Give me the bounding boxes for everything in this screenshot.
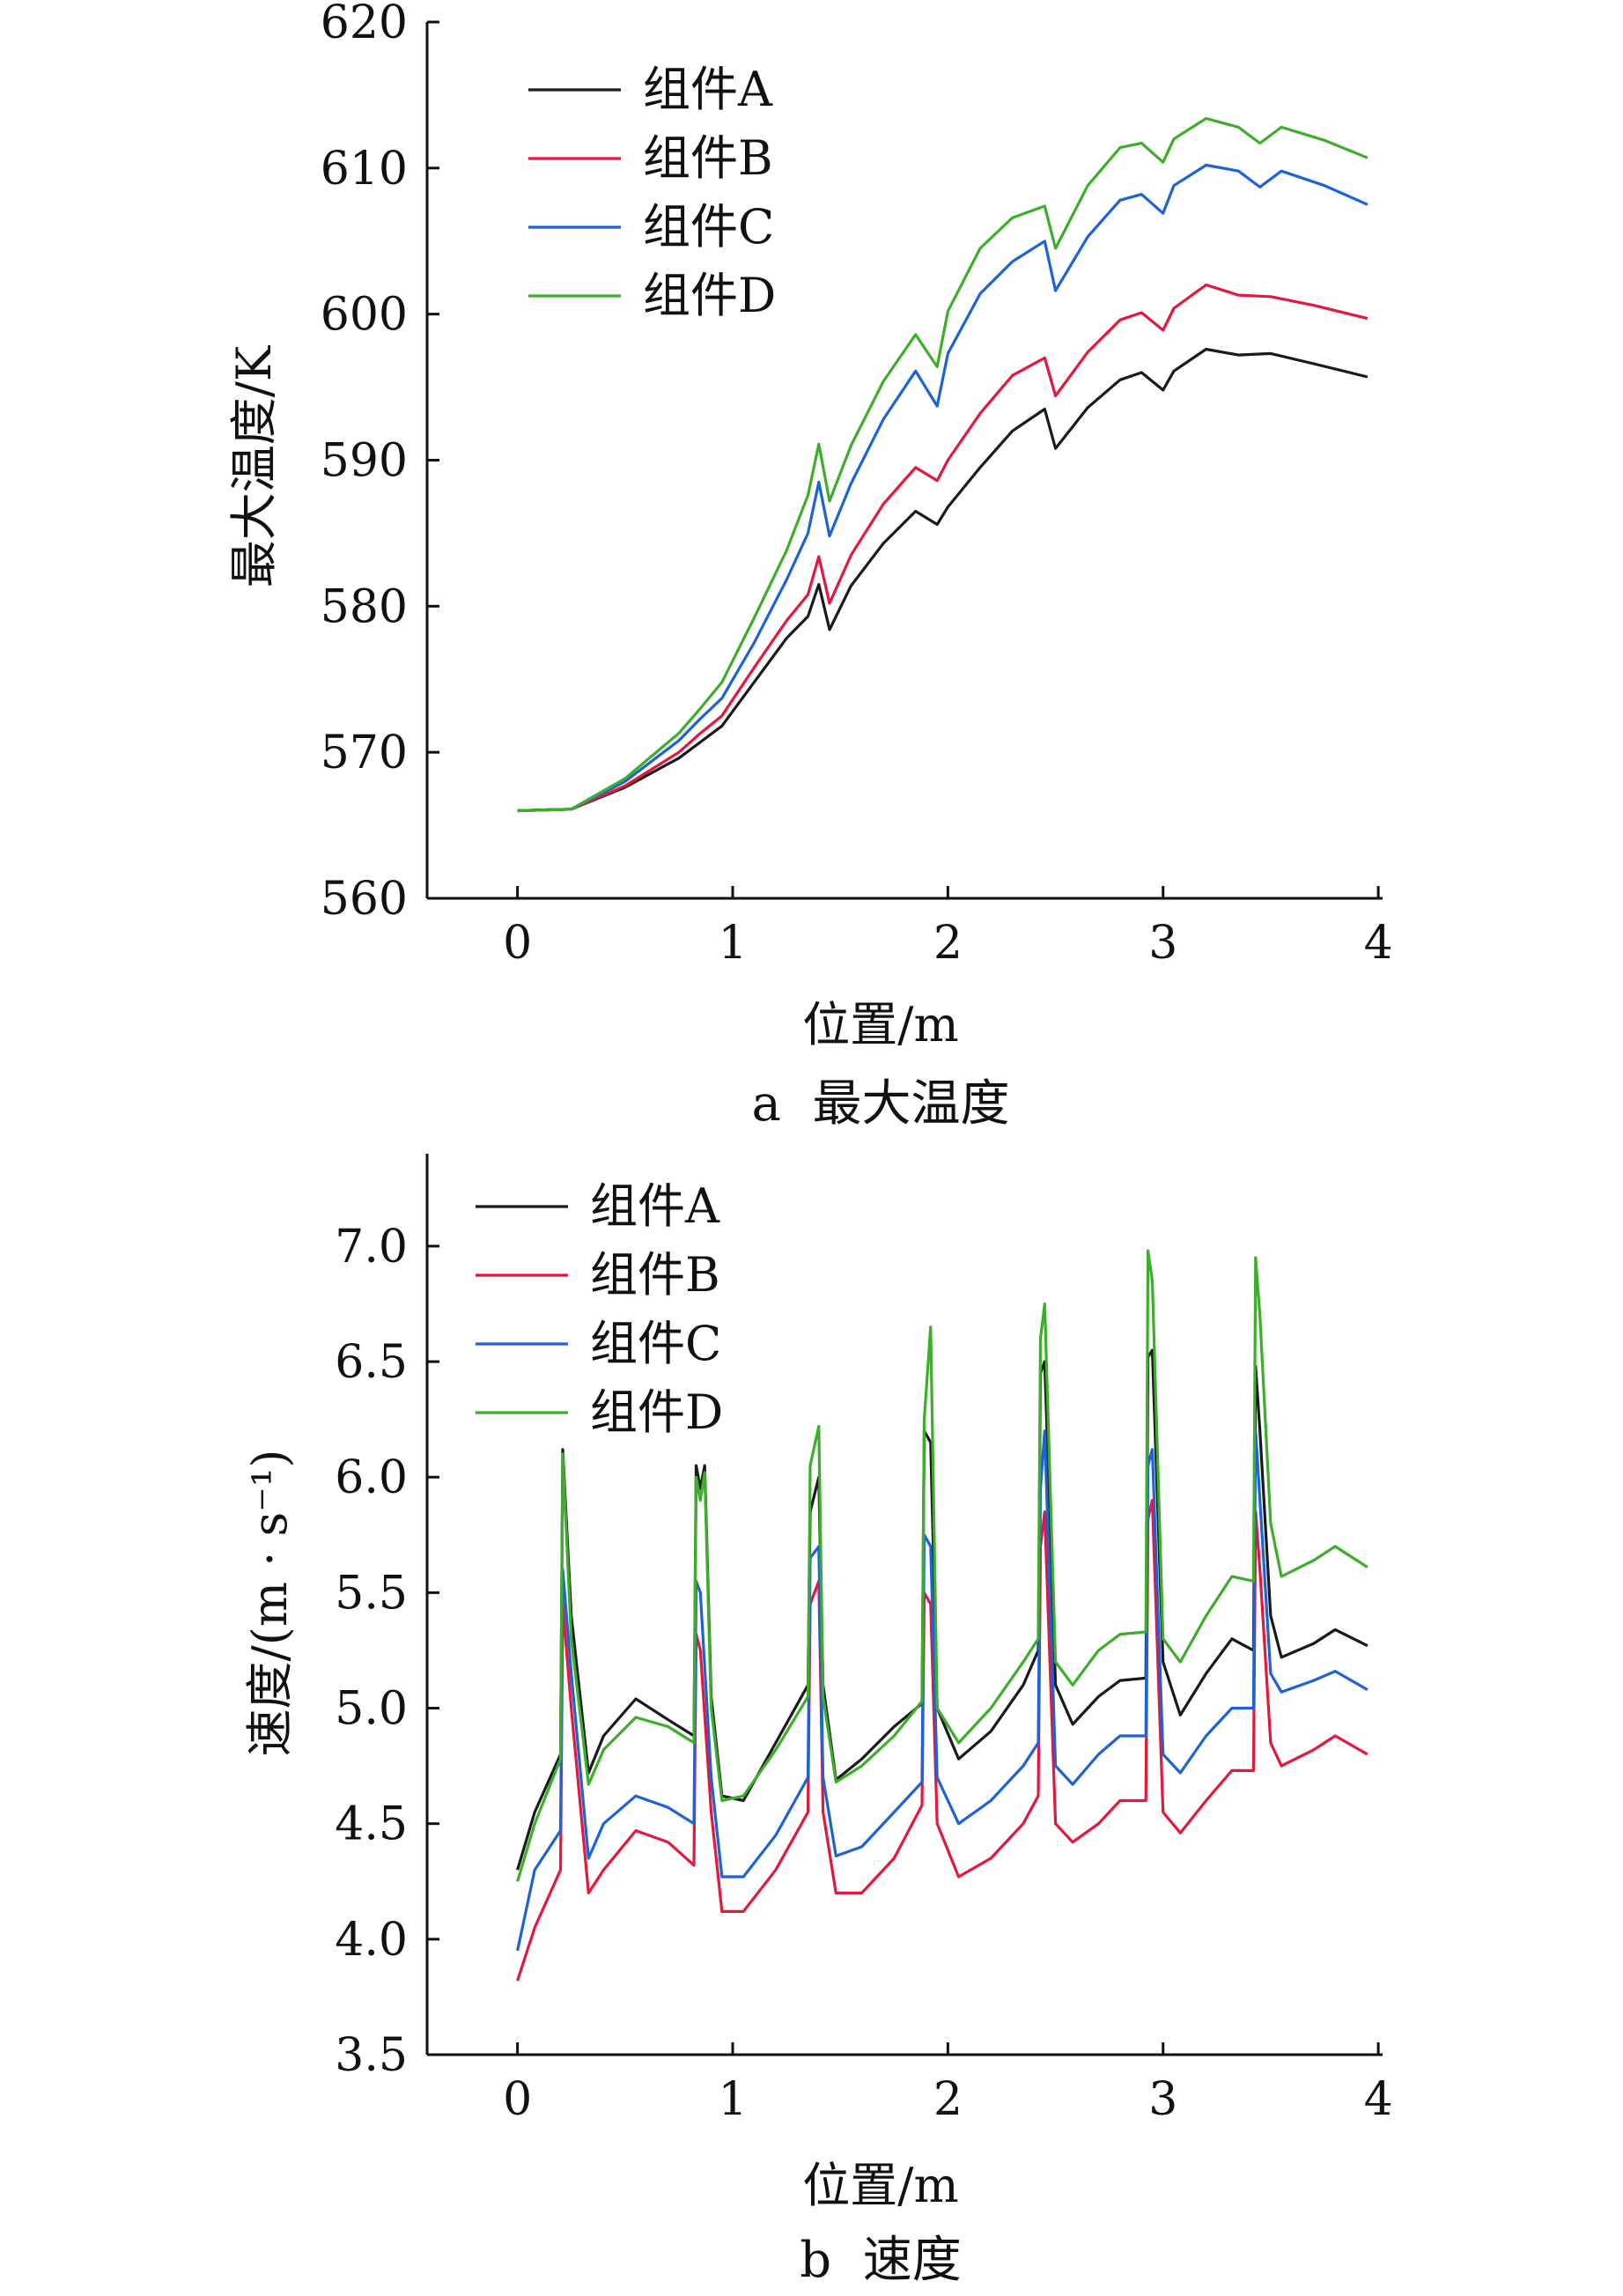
x-axis-label-b: 位置/m [802, 2158, 958, 2213]
legend-label-b: 组件B [590, 1247, 720, 1303]
panel-caption-a: a 最大温度 [752, 1075, 1010, 1133]
y-tick-label-b: 4.5 [335, 1798, 408, 1851]
chart-panel-a: 560 570 580 590 600 610 620 0 1 2 3 4 位置/m 最大温度/K a… [226, 0, 1393, 1133]
y-tick-label-a: 590 [321, 435, 408, 488]
series-line-a-1 [517, 347, 1368, 813]
y-tick-label-a: 600 [321, 289, 408, 342]
legend-label-b: 组件C [590, 1316, 721, 1371]
x-tick-label-a: 3 [1148, 917, 1177, 970]
legend-a: 组件A 组件B 组件C 组件D [528, 62, 776, 323]
y-tick-label-b: 4.0 [335, 1914, 408, 1967]
axes-b: 3.5 4.0 4.5 5.0 5.5 6.0 6.5 7.0 0 1 2 3 4 [335, 1154, 1393, 2126]
y-axis-label-a: 最大温度/K [226, 344, 282, 587]
series-line-b-2 [516, 1498, 1368, 1982]
y-tick-label-b: 7.0 [335, 1221, 408, 1274]
series-line-b-4 [516, 1249, 1368, 1882]
legend-label-b: 组件A [590, 1178, 720, 1234]
x-tick-label-b: 2 [933, 2073, 963, 2126]
y-tick-label-a: 610 [321, 143, 408, 196]
plot-lines-b [516, 1249, 1368, 1982]
series-line-b-3 [516, 1429, 1368, 1952]
y-tick-label-a: 620 [321, 0, 408, 49]
y-tick-label-a: 580 [321, 580, 408, 633]
series-line-b-1 [516, 1348, 1368, 1871]
x-tick-label-a: 1 [718, 917, 747, 970]
x-tick-label-b: 1 [718, 2073, 747, 2126]
y-tick-label-a: 570 [321, 727, 408, 779]
y-tick-label-b: 3.5 [335, 2029, 408, 2082]
x-tick-label-a: 0 [503, 917, 532, 970]
panel-caption-b: b 速度 [800, 2232, 961, 2289]
y-axis-label-b: 速度/(m · s⁻¹) [242, 1450, 298, 1757]
x-axis-label-a: 位置/m [802, 997, 958, 1052]
axes-a: 560 570 580 590 600 610 620 0 1 2 3 4 [321, 0, 1393, 970]
legend-label-a: 组件B [643, 130, 773, 186]
x-tick-label-a: 4 [1364, 917, 1393, 970]
legend-label-b: 组件D [590, 1384, 723, 1440]
series-line-a-3 [517, 163, 1368, 813]
x-tick-label-b: 4 [1364, 2073, 1393, 2126]
series-line-a-2 [517, 283, 1368, 813]
plot-lines-a [517, 116, 1368, 813]
legend-b: 组件A 组件B 组件C 组件D [476, 1178, 723, 1440]
legend-label-a: 组件D [643, 268, 776, 323]
chart-panel-b: 3.5 4.0 4.5 5.0 5.5 6.0 6.5 7.0 0 1 2 3 4 位置/m 速度/(m… [242, 1154, 1393, 2289]
y-tick-label-b: 5.5 [335, 1567, 408, 1620]
legend-label-a: 组件A [643, 62, 773, 117]
y-tick-label-b: 6.5 [335, 1336, 408, 1389]
legend-label-a: 组件C [643, 199, 774, 255]
series-line-a-4 [517, 116, 1368, 813]
y-tick-label-b: 5.0 [335, 1683, 408, 1736]
y-tick-label-a: 560 [321, 873, 408, 926]
x-tick-label-b: 3 [1148, 2073, 1177, 2126]
x-tick-label-a: 2 [933, 917, 963, 970]
x-tick-label-b: 0 [503, 2073, 532, 2126]
y-tick-label-b: 6.0 [335, 1451, 408, 1504]
